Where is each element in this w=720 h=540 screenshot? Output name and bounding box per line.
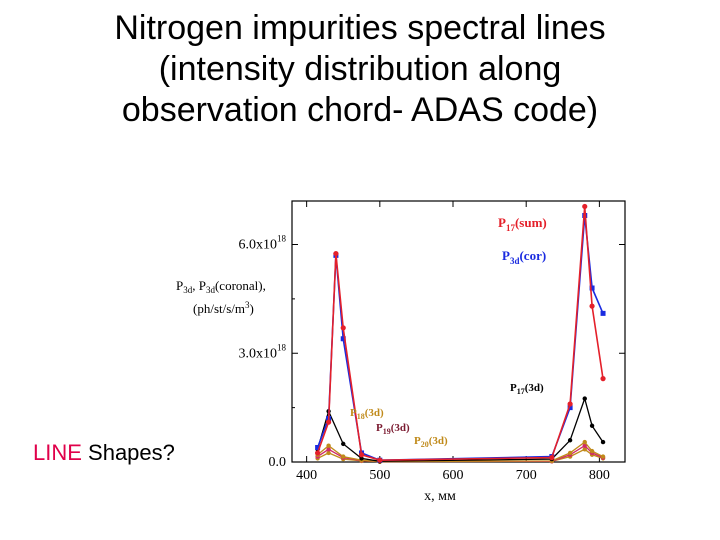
svg-text:P19(3d): P19(3d) [376, 422, 410, 436]
data-point [600, 310, 606, 316]
label-p18-3d: P18(3d) [350, 407, 384, 421]
line-word: LINE [33, 440, 82, 465]
data-point [333, 250, 339, 257]
x-tick-label: 600 [443, 468, 464, 483]
x-tick-label: 400 [296, 468, 317, 483]
y-tick-label: 6.0x1018 [239, 234, 287, 253]
x-ticks: 400 500 600 700 800 [296, 201, 610, 483]
svg-text:P3d(cor): P3d(cor) [502, 248, 546, 266]
data-point [600, 454, 606, 459]
series-cor [315, 213, 606, 463]
data-point [567, 438, 573, 443]
series-layer [315, 203, 606, 464]
svg-text:P17(3d): P17(3d) [510, 382, 544, 396]
label-p19-3d: P19(3d) [376, 422, 410, 436]
series-line-p17 [316, 396, 604, 462]
series-line-sum [316, 206, 604, 462]
line-shapes-note: LINE Shapes? [33, 440, 175, 466]
data-point [326, 450, 331, 456]
label-p3d-cor: P3d(cor) [502, 248, 546, 266]
data-point [326, 443, 331, 448]
data-point [589, 285, 595, 291]
series-sum [315, 203, 606, 463]
data-point [567, 401, 573, 407]
y-axis-label-line1: P3d, P3d(coronal), [176, 278, 266, 295]
label-p17-sum: P17(sum) [498, 215, 547, 233]
data-point [341, 441, 346, 447]
data-point [377, 457, 383, 463]
data-point [600, 376, 606, 382]
data-point [358, 452, 365, 458]
title-line-1: Nitrogen impurities spectral lines [114, 9, 606, 47]
y-ticks: 0.0 3.0x1018 6.0x1018 [239, 234, 625, 470]
title-line-2: (intensity distribution along [158, 50, 562, 88]
data-point [582, 203, 588, 210]
y-axis-label-line2: (ph/st/s/m3) [193, 300, 254, 316]
y-tick-label: 3.0x1018 [239, 342, 287, 361]
data-point [582, 439, 587, 445]
data-point [582, 443, 587, 448]
data-point [325, 419, 332, 425]
data-point [582, 396, 587, 401]
data-point [589, 423, 595, 428]
data-point [326, 447, 331, 452]
svg-text:P17(sum): P17(sum) [498, 215, 547, 233]
data-point [582, 447, 587, 452]
data-point [341, 454, 346, 459]
title-line-3: observation chord- ADAS code) [121, 91, 599, 129]
data-point [340, 325, 346, 331]
data-point [340, 336, 346, 342]
series-line-p18 [317, 441, 604, 463]
x-axis-label: x, мм [424, 489, 456, 504]
y-tick-label: 0.0 [269, 455, 287, 470]
label-p20-3d: P20(3d) [414, 435, 448, 449]
data-point [315, 450, 321, 456]
data-point [549, 455, 555, 461]
svg-text:P18(3d): P18(3d) [350, 407, 384, 421]
data-point [359, 456, 364, 461]
data-point [589, 303, 595, 309]
data-point [567, 450, 573, 456]
slide-title: Nitrogen impurities spectral lines (inte… [40, 8, 680, 131]
data-point [567, 405, 573, 411]
data-point [315, 445, 321, 450]
shapes-text: Shapes? [81, 440, 175, 465]
label-p17-3d: P17(3d) [510, 382, 544, 396]
series-line-cor [316, 215, 604, 462]
data-point [600, 439, 606, 445]
data-point [589, 448, 595, 454]
x-tick-label: 500 [369, 468, 390, 483]
x-tick-label: 700 [516, 468, 537, 483]
x-tick-label: 800 [589, 468, 610, 483]
svg-text:P20(3d): P20(3d) [414, 435, 448, 449]
